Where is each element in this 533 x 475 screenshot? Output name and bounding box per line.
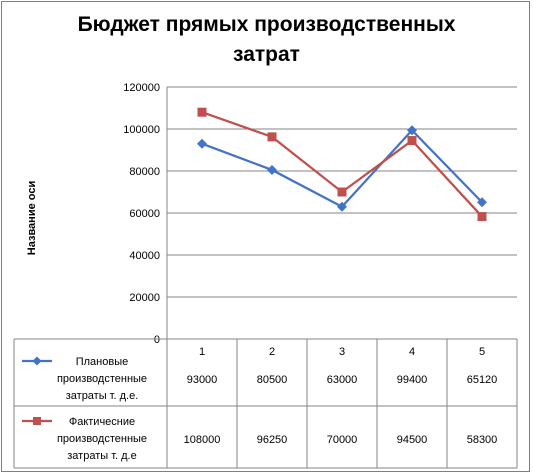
data-point [407, 125, 417, 136]
chart-title-line-2: затрат [233, 43, 300, 66]
x-tick-label: 1 [199, 346, 205, 358]
series-name-label: затраты т. д.е. [66, 390, 139, 402]
table-value-cell: 99400 [397, 374, 428, 386]
data-point [337, 201, 347, 212]
table-value-cell: 65120 [467, 374, 498, 386]
x-tick-label: 2 [269, 346, 275, 358]
table-value-cell: 94500 [397, 434, 428, 446]
data-point [267, 132, 277, 142]
y-tick-label: 0 [154, 334, 160, 346]
y-tick-label: 120000 [123, 82, 160, 94]
legend-key-marker [33, 417, 41, 425]
table-value-cell: 70000 [327, 434, 358, 446]
data-point [337, 187, 347, 197]
table-value-cell: 108000 [184, 434, 221, 446]
data-point [197, 107, 207, 117]
series-name-label: Плановые [76, 356, 129, 368]
data-point [477, 212, 487, 222]
series-name-label: затраты т. д.е [67, 450, 136, 462]
table-value-cell: 58300 [467, 434, 498, 446]
table-value-cell: 63000 [327, 374, 358, 386]
data-point [477, 197, 487, 208]
x-tick-label: 3 [339, 346, 345, 358]
chart-title-line-1: Бюджет прямых производственных [77, 13, 456, 36]
table-value-cell: 93000 [187, 374, 218, 386]
data-point [267, 164, 277, 175]
y-tick-label: 60000 [129, 208, 160, 220]
series-name-label: Фактичесние [69, 416, 135, 428]
table-value-cell: 96250 [257, 434, 288, 446]
series-name-label: производстенные [57, 433, 147, 445]
series-line [201, 111, 483, 218]
x-tick-label: 4 [409, 346, 415, 358]
table-value-cell: 80500 [257, 374, 288, 386]
series-name-label: производстенные [57, 373, 147, 385]
y-tick-label: 80000 [129, 166, 160, 178]
y-tick-label: 40000 [129, 250, 160, 262]
data-point [197, 138, 207, 149]
legend-key-marker [32, 356, 42, 366]
data-point [407, 136, 417, 146]
y-tick-label: 20000 [129, 292, 160, 304]
x-tick-label: 5 [479, 346, 485, 358]
y-tick-label: 100000 [123, 124, 160, 136]
